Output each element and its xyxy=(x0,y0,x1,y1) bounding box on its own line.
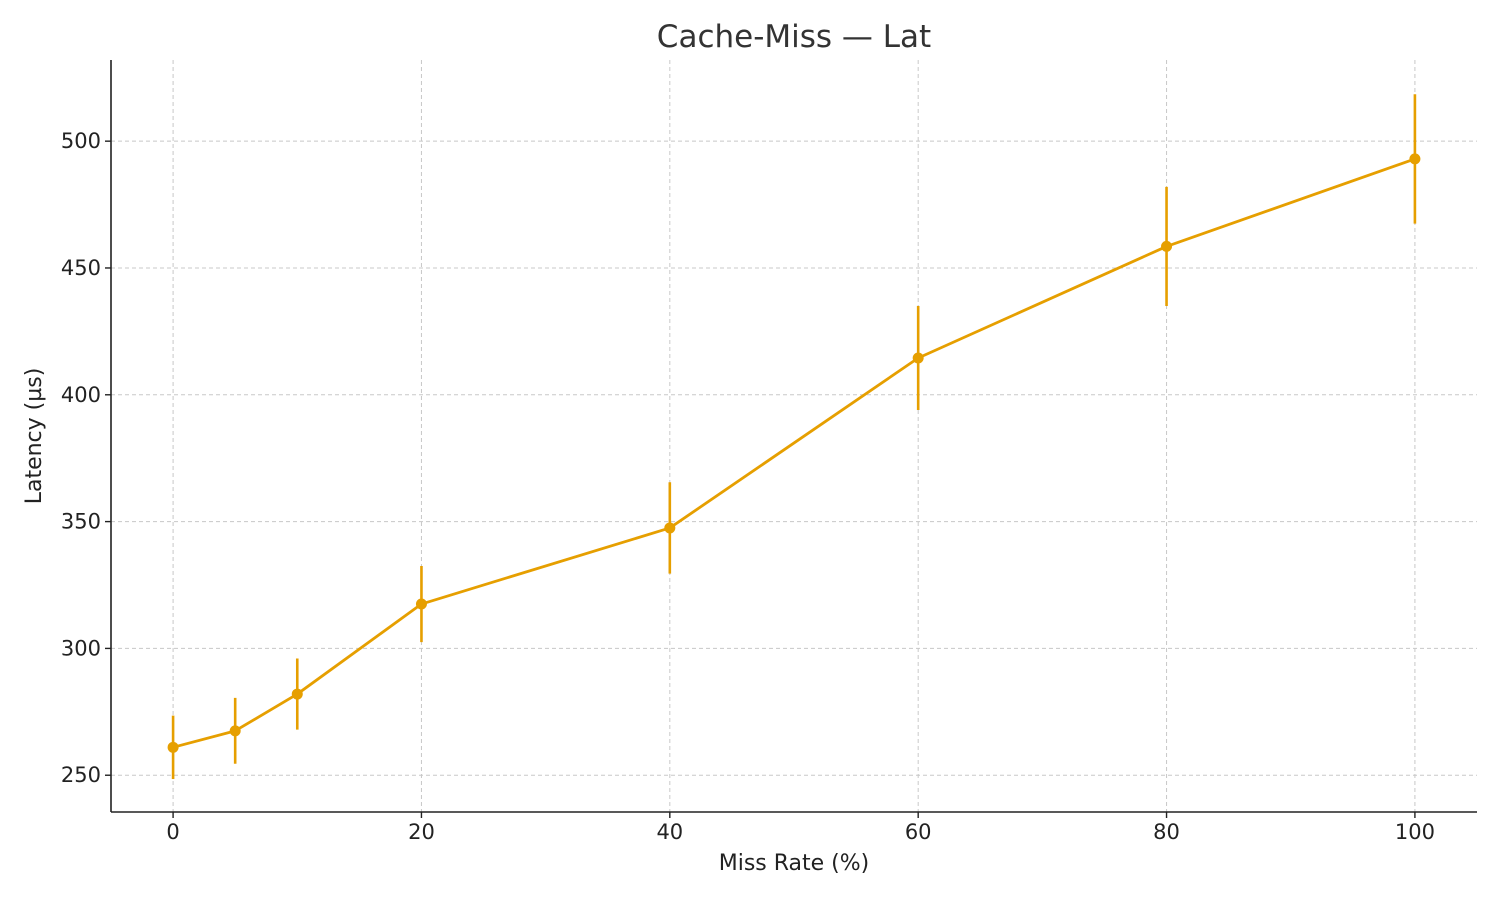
y-tick-label: 400 xyxy=(61,383,101,407)
x-tick-label: 80 xyxy=(1153,820,1180,844)
data-point xyxy=(1409,153,1421,165)
y-tick-label: 300 xyxy=(61,636,101,660)
y-axis-label: Latency (µs) xyxy=(22,368,47,505)
series xyxy=(167,94,1421,780)
chart-title: Cache-Miss — Lat xyxy=(657,19,931,55)
y-tick-label: 450 xyxy=(61,256,101,280)
ticks: 0 20 40 60 80 100 250 300 350 400 450 500 xyxy=(61,129,1435,844)
data-point xyxy=(229,725,241,737)
data-point xyxy=(291,688,303,700)
data-point xyxy=(912,352,924,364)
x-tick-label: 20 xyxy=(408,820,435,844)
y-tick-label: 250 xyxy=(61,763,101,787)
series-line xyxy=(172,157,1416,749)
y-tick-label: 350 xyxy=(61,510,101,534)
data-point xyxy=(664,522,676,534)
x-tick-label: 60 xyxy=(905,820,932,844)
x-axis-label: Miss Rate (%) xyxy=(719,851,870,876)
data-point xyxy=(1161,240,1173,252)
data-point xyxy=(167,741,179,753)
x-tick-label: 0 xyxy=(166,820,179,844)
x-tick-label: 100 xyxy=(1395,820,1435,844)
grid xyxy=(111,60,1477,812)
x-tick-label: 40 xyxy=(656,820,683,844)
data-point xyxy=(415,598,427,610)
axes xyxy=(110,60,1477,813)
y-tick-label: 500 xyxy=(61,129,101,153)
